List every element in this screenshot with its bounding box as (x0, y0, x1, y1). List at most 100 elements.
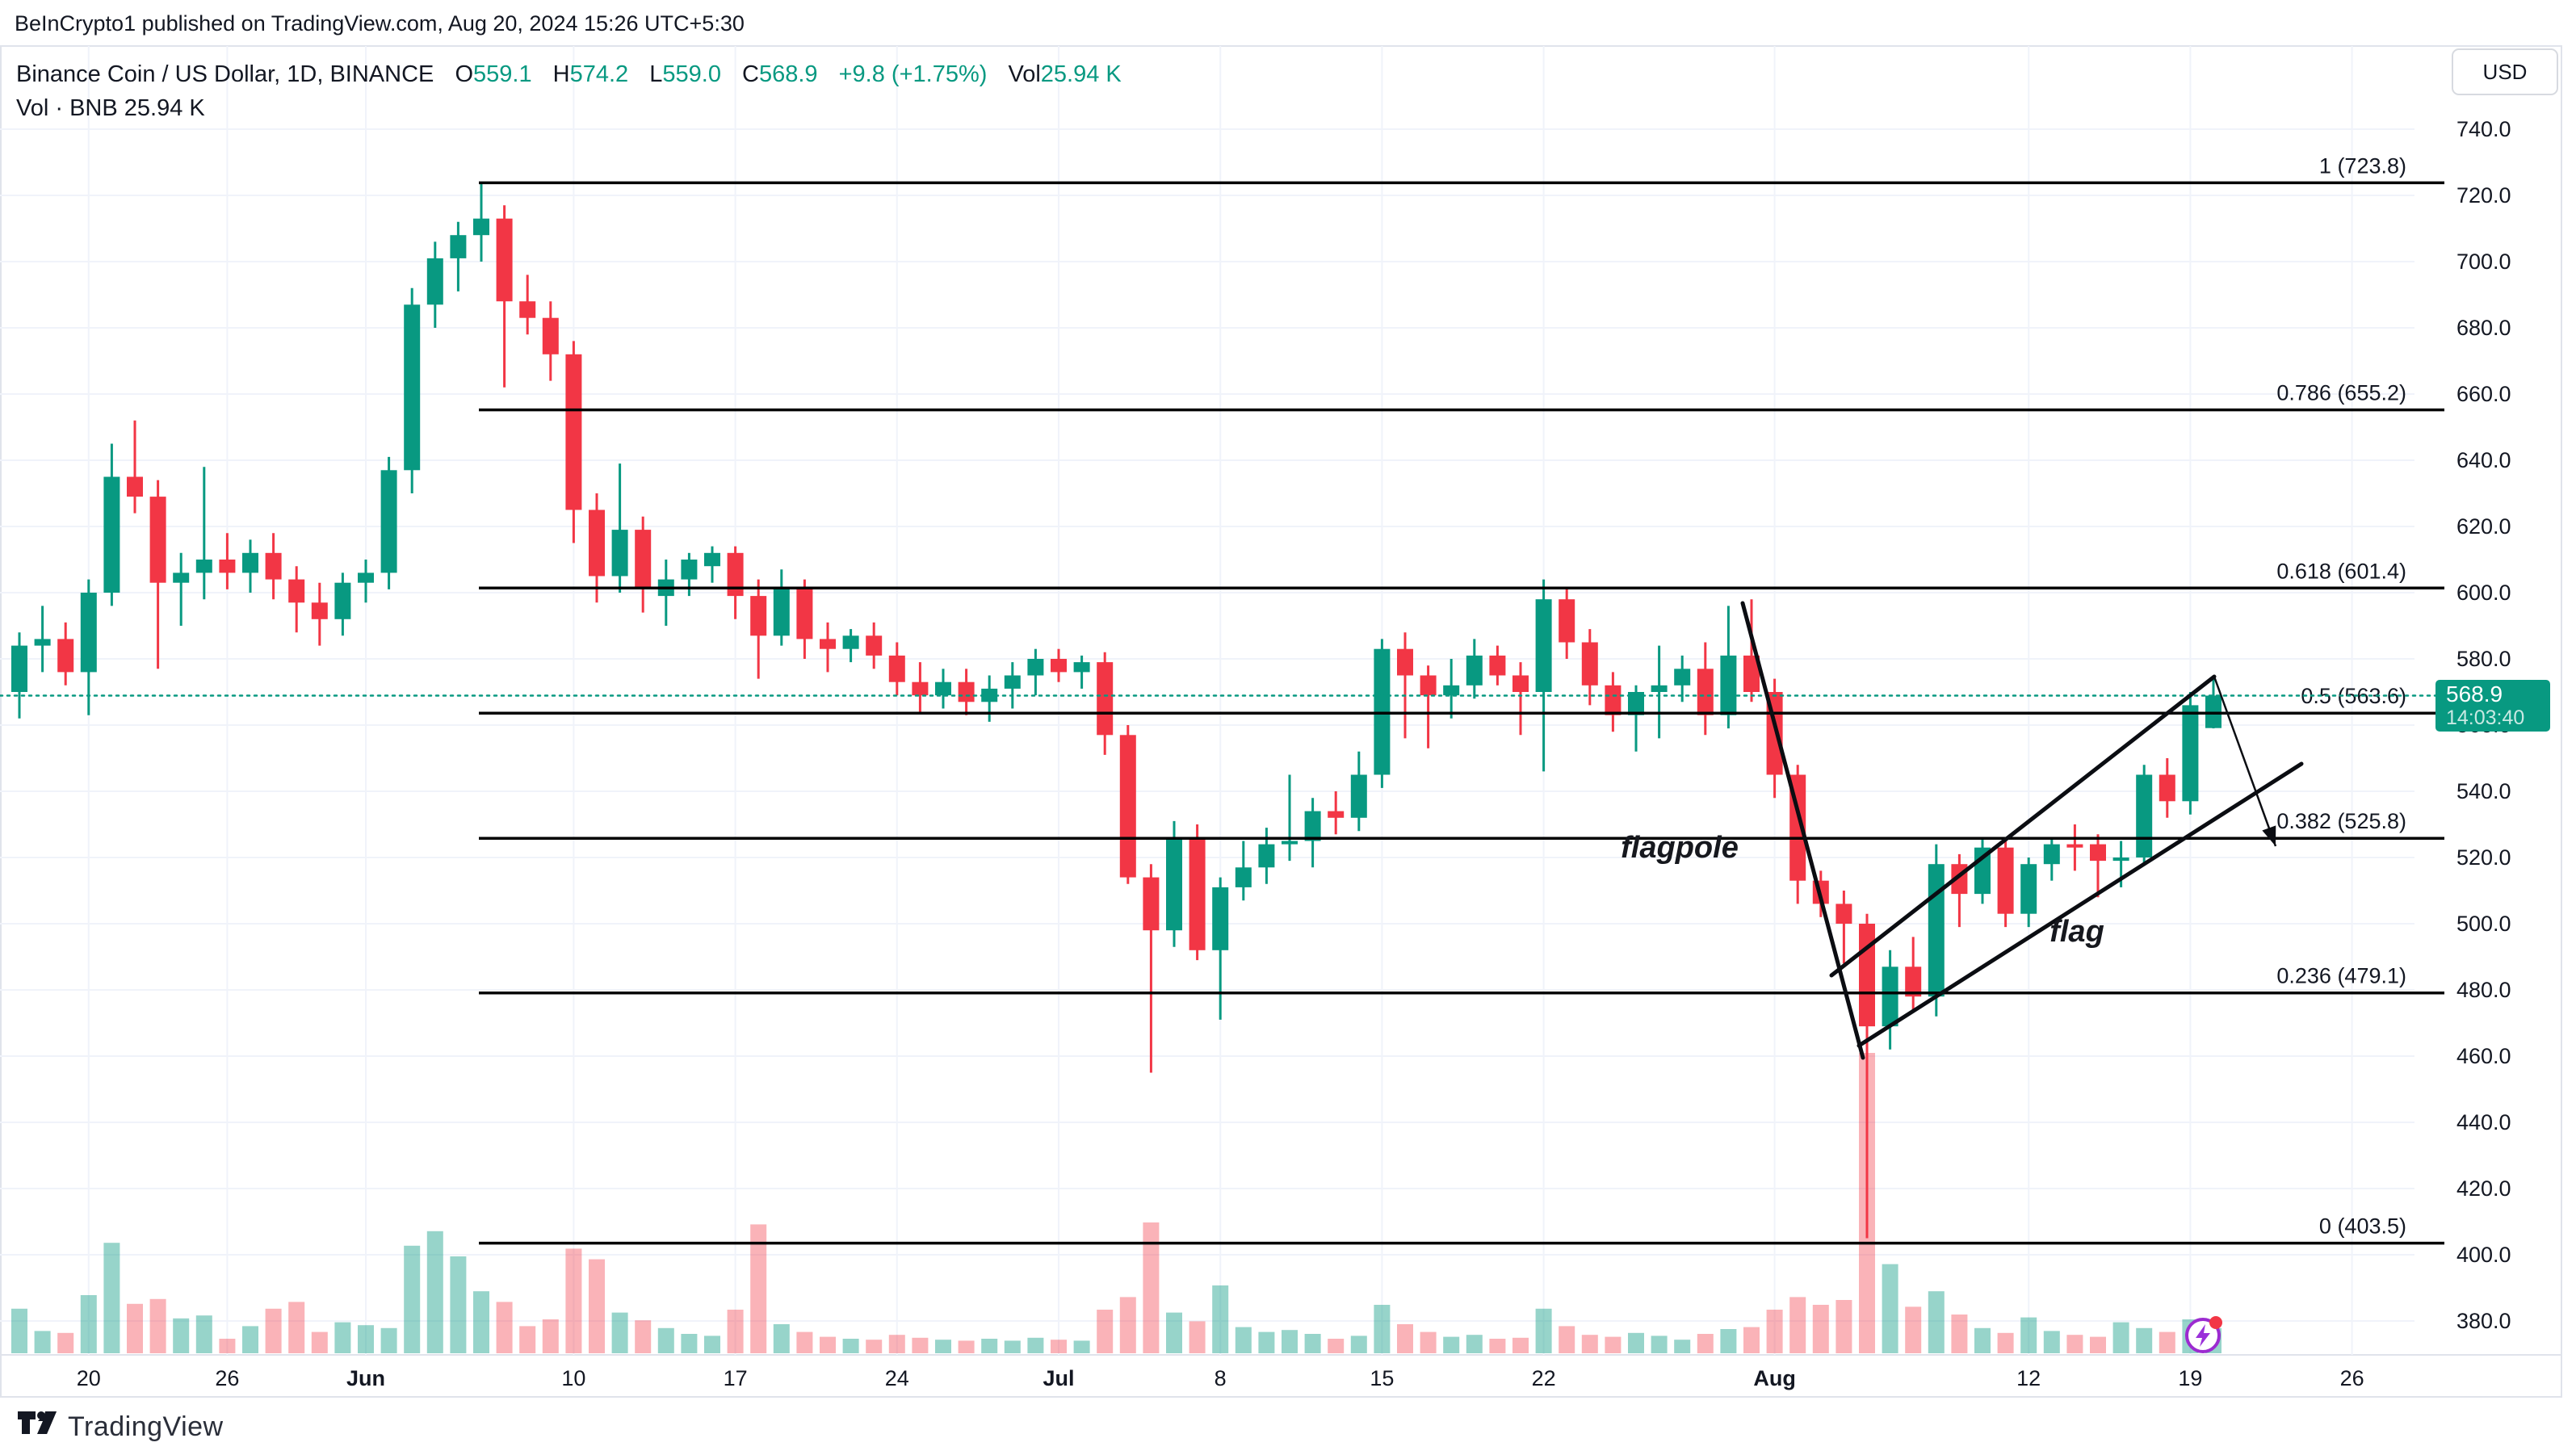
volume-bar (1697, 1334, 1714, 1353)
volume-bar (565, 1248, 582, 1353)
candle-body (242, 552, 258, 573)
flag-channel-lower[interactable] (1856, 761, 2304, 1048)
candle-body (1605, 685, 1622, 715)
time-tick-label: 19 (2178, 1366, 2203, 1390)
flag-channel-upper[interactable] (1829, 674, 2217, 978)
candle-body (2136, 774, 2153, 857)
fib-label: 0.236 (479.1) (2276, 964, 2406, 988)
volume-bar (1535, 1308, 1552, 1353)
volume-bar (2159, 1331, 2175, 1353)
candle-body (704, 552, 720, 567)
chart-frame (0, 45, 2562, 1398)
volume-bar (450, 1256, 467, 1353)
volume-bar (912, 1337, 929, 1353)
attribution-header: BeInCrypto1 published on TradingView.com… (15, 11, 745, 36)
volume-bar (1420, 1331, 1437, 1353)
volume-bar (796, 1331, 813, 1353)
price-tick-label: 400.0 (2456, 1243, 2511, 1267)
candle-body (1051, 659, 1067, 673)
volume-bar (242, 1326, 258, 1353)
volume-bar (173, 1318, 190, 1353)
volume-bar (1581, 1335, 1598, 1353)
time-tick-label: Jul (1043, 1366, 1075, 1390)
candle-body (773, 589, 790, 636)
candle-body (127, 476, 143, 497)
candle-body (1859, 924, 1875, 1027)
volume-bar (1004, 1340, 1021, 1353)
volume-bar (1443, 1336, 1460, 1353)
candle-body (288, 579, 305, 603)
candle-body (1189, 837, 1206, 950)
volume-bar (1235, 1327, 1252, 1353)
volume-bar (1628, 1332, 1644, 1353)
projection-arrow[interactable] (2213, 676, 2277, 847)
volume-bar (1951, 1315, 1968, 1353)
candle-body (1743, 655, 1760, 692)
volume-legend: Vol · BNB 25.94 K (16, 95, 205, 122)
volume-label: Vol (1008, 61, 1041, 87)
price-tick-label: 580.0 (2456, 647, 2511, 671)
candle-body (1928, 864, 1945, 997)
volume-bar (1258, 1331, 1275, 1353)
candle-body (1674, 669, 1691, 686)
volume-bar (334, 1322, 351, 1353)
price-tick-label: 380.0 (2456, 1309, 2511, 1333)
currency-toggle[interactable]: USD (2452, 48, 2558, 95)
volume-bar (80, 1295, 97, 1353)
time-tick-label: 15 (1370, 1366, 1395, 1390)
volume-bar (1397, 1324, 1413, 1353)
price-tick-label: 460.0 (2456, 1044, 2511, 1068)
flash-icon[interactable] (2182, 1313, 2226, 1356)
volume-bar (1836, 1300, 1852, 1353)
candle-body (727, 552, 744, 597)
volume-bar (1905, 1306, 1922, 1353)
candle-body (358, 572, 374, 583)
candle-body (912, 681, 929, 696)
candle-body (2020, 864, 2037, 914)
volume-bar (681, 1334, 698, 1353)
candle-body (34, 639, 51, 646)
volume-bar (842, 1339, 859, 1353)
volume-bar (1812, 1305, 1829, 1353)
volume-bar (2112, 1322, 2129, 1353)
candle-body (1420, 675, 1437, 696)
volume-bar (981, 1339, 998, 1353)
price-tick-label: 640.0 (2456, 448, 2511, 472)
candle-body (1235, 867, 1252, 887)
volume-bar (1674, 1340, 1691, 1353)
tradingview-attribution[interactable]: TradingView (16, 1410, 224, 1444)
price-tick-label: 620.0 (2456, 514, 2511, 539)
candle-body (866, 635, 883, 656)
candle-body (1720, 655, 1737, 715)
volume-bar (1073, 1340, 1090, 1353)
candle-body (1836, 904, 1852, 924)
candle-body (1997, 847, 2014, 914)
candle-body (935, 681, 951, 696)
candle-body (635, 530, 652, 589)
flagpole-line[interactable] (1740, 601, 1865, 1060)
change-value: +9.8 (+1.75%) (838, 61, 988, 87)
candle-body (1073, 662, 1090, 673)
volume-bar (1928, 1291, 1945, 1353)
time-tick-label: Aug (1753, 1366, 1796, 1390)
volume-bar (1466, 1335, 1483, 1353)
candle-body (2159, 774, 2175, 802)
candle-body (1628, 692, 1644, 715)
candle-body (1282, 841, 1298, 845)
price-tick-label: 680.0 (2456, 316, 2511, 340)
price-tick-label: 700.0 (2456, 249, 2511, 274)
candle-body (2112, 857, 2129, 862)
candle-body (958, 681, 975, 702)
price-tick-label: 480.0 (2456, 978, 2511, 1002)
volume-bar (750, 1224, 767, 1353)
open-value: 559.1 (473, 61, 532, 87)
volume-bar (2066, 1335, 2083, 1353)
symbol-legend: Binance Coin / US Dollar, 1D, BINANCE O5… (16, 61, 1122, 88)
time-tick-label: 20 (76, 1366, 101, 1390)
candle-body (1004, 675, 1021, 689)
volume-bar (1997, 1332, 2014, 1353)
candle-body (1397, 648, 1413, 676)
candle-body (2090, 844, 2106, 862)
volume-bar (866, 1340, 883, 1353)
